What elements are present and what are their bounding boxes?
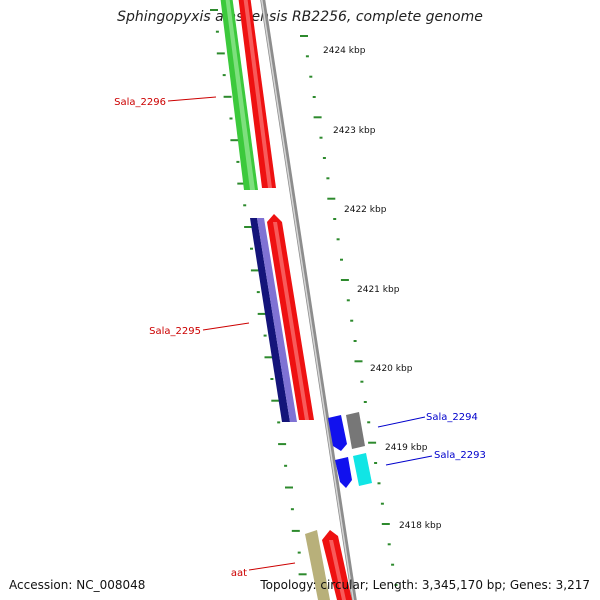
minor-tick [270,378,274,380]
minor-tick [346,299,350,302]
minor-tick [297,551,301,554]
ruler-label: 2419 kbp [385,443,428,453]
gene-label-group-sala-2293[interactable]: Sala_2293 [385,450,486,466]
gene-block-sala-2295-red-shine [273,222,309,420]
minor-tick [229,117,233,120]
major-tick [264,356,273,359]
major-tick [300,35,308,37]
minor-tick [222,74,226,77]
minor-tick [336,238,340,241]
minor-tick [250,247,253,250]
minor-tick [322,157,326,159]
major-tick [368,441,377,444]
ruler-label: 2420 kbp [370,364,413,374]
major-tick [313,116,322,119]
ruler-label: 2423 kbp [333,126,376,136]
gene-block-sala-2293-blue[interactable] [335,457,352,488]
gene-label-group-sala-2294[interactable]: Sala_2294 [377,412,478,428]
minor-tick [277,421,281,424]
gene-label-aat[interactable]: aat [231,568,247,579]
minor-tick [380,502,384,505]
major-tick [237,182,246,185]
minor-tick [367,421,371,424]
major-tick [278,443,287,446]
ruler-labels: 2424 kbp 2423 kbp 2422 kbp 2421 kbp 2420… [323,46,442,531]
minor-tick [290,508,294,511]
minor-tick [374,462,378,464]
ruler-label: 2424 kbp [323,46,366,56]
gene-block-sala-2295-lavender[interactable] [257,218,297,422]
minor-tick [236,160,240,163]
major-tick [244,226,253,228]
major-tick [216,52,225,55]
minor-tick [263,334,267,337]
major-tick [381,523,390,525]
gene-label-sala-2294[interactable]: Sala_2294 [426,412,478,423]
inner-tick-dots [210,9,307,576]
minor-tick [353,340,357,342]
minor-tick [312,96,316,98]
major-tick [250,269,259,272]
major-tick [223,95,232,98]
major-tick [271,399,280,402]
gene-label-sala-2296[interactable]: Sala_2296 [114,97,166,108]
minor-tick [391,563,395,566]
minor-tick [256,291,260,294]
minor-tick [326,177,330,180]
minor-tick [377,482,381,485]
minor-tick [394,584,398,586]
gene-label-group-aat[interactable]: aat [231,562,296,579]
ruler-label: 2421 kbp [357,285,400,295]
minor-tick [360,380,364,383]
major-tick [354,360,363,363]
backbone-highlight [261,0,354,600]
minor-tick [305,55,309,58]
major-tick [298,573,307,576]
backbone-line [260,0,357,600]
summary-text: Topology: circular; Length: 3,345,170 bp… [260,578,590,592]
gene-block-sala-2296-green-shine [225,0,255,190]
minor-tick [333,218,337,220]
gene-block-sala-2294-blue[interactable] [328,415,347,451]
gene-label-sala-2293[interactable]: Sala_2293 [434,450,486,461]
minor-tick [243,204,247,207]
minor-tick [309,75,313,78]
minor-tick [387,543,391,546]
gene-block-sala-2294-grey[interactable] [346,412,365,449]
gene-block-sala-2296-red-shine [243,0,272,188]
major-tick [257,312,266,315]
major-tick [230,139,239,142]
minor-tick [319,136,323,139]
ruler-label: 2422 kbp [344,205,387,215]
outer-tick-dots [300,35,398,586]
minor-tick [340,258,343,261]
major-tick [285,486,293,489]
ruler-label: 2418 kbp [399,521,442,531]
gene-block-aat-olive[interactable] [305,530,330,600]
major-tick [327,197,336,200]
gene-block-sala-2295-navy[interactable] [250,218,290,422]
minor-tick [363,401,367,403]
gene-label-group-sala-2296[interactable]: Sala_2296 [114,96,217,108]
gene-block-sala-2293-cyan[interactable] [353,453,372,486]
major-tick [340,279,349,281]
map-title: Sphingopyxis alaskensis RB2256, complete… [117,9,483,25]
minor-tick [284,464,288,467]
accession-text: Accession: NC_008048 [9,578,146,592]
gene-label-sala-2295[interactable]: Sala_2295 [149,326,201,337]
gene-label-group-sala-2295[interactable]: Sala_2295 [149,322,250,337]
major-tick [210,9,218,11]
major-tick [291,529,300,532]
minor-tick [350,319,354,322]
gene-block-aat-red-shine [329,540,346,600]
minor-tick [215,30,219,33]
